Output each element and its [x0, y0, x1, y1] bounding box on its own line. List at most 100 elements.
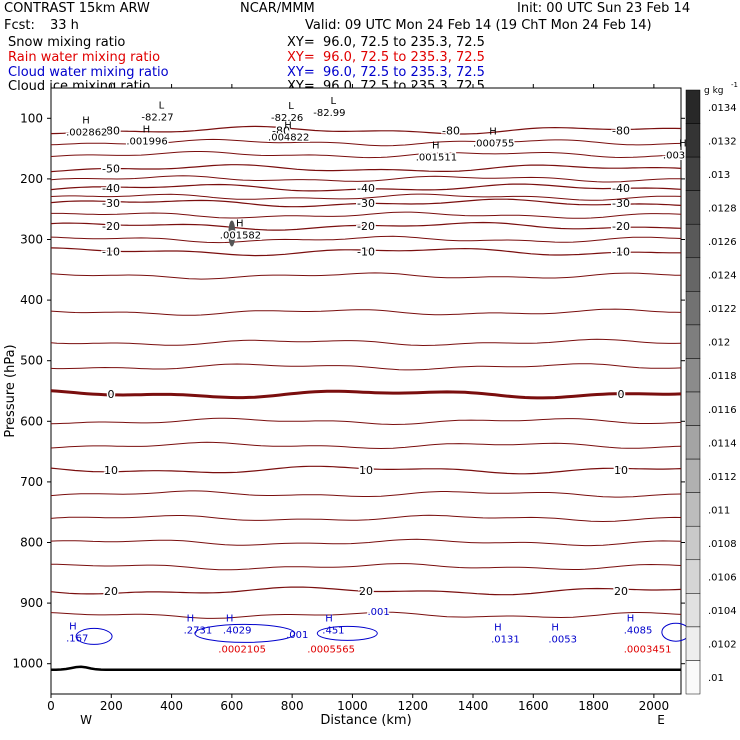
- colorbar-unit: g kg: [704, 86, 724, 96]
- y-tick-label: 500: [20, 354, 43, 368]
- isotherm-line-minor: [50, 417, 682, 426]
- colorbar-swatch: [685, 324, 701, 359]
- isotherm-line-minor: [50, 611, 682, 619]
- colorbar-tick-label: .0112: [708, 472, 737, 483]
- colorbar-tick-label: .0122: [708, 304, 737, 315]
- field-snow-xy: XY= 96.0, 72.5 to 235.3, 72.5: [287, 35, 485, 50]
- field-rain-name: Rain water mixing ratio: [8, 50, 161, 65]
- colorbar-swatch: [685, 291, 701, 326]
- colorbar-tick-label: .01: [708, 673, 724, 684]
- isotherm-label: -80: [272, 124, 290, 137]
- cloud-water-mark: H: [627, 613, 635, 624]
- cloud-water-label: .4085: [624, 625, 653, 636]
- cloud-water-mark: H: [69, 621, 77, 632]
- colorbar-tick-label: .0126: [708, 237, 737, 248]
- x-tick-label: 1400: [458, 699, 489, 713]
- colorbar-swatch: [685, 593, 701, 628]
- isotherm-line: [50, 198, 682, 208]
- extremum-value: -82.27: [141, 112, 173, 123]
- isotherm-line-minor: [50, 338, 682, 347]
- y-tick-label: 300: [20, 233, 43, 247]
- colorbar-tick-label: .0132: [708, 136, 737, 147]
- colorbar-swatch: [685, 626, 701, 661]
- isotherm-line-minor: [51, 211, 682, 219]
- colorbar-swatch: [685, 156, 701, 191]
- isotherm-label: 10: [104, 464, 118, 477]
- colorbar-tick-label: .0118: [708, 371, 737, 382]
- colorbar-tick-label: .0128: [708, 203, 737, 214]
- x-tick-label: 800: [281, 699, 304, 713]
- extremum-value: -82.99: [313, 108, 345, 119]
- colorbar-swatch: [685, 358, 701, 393]
- extremum-value: .004822: [268, 132, 309, 143]
- colorbar-swatch: [685, 89, 701, 124]
- y-tick-label: 700: [20, 475, 43, 489]
- colorbar-tick-label: .0114: [708, 438, 737, 449]
- extremum-mark: H: [284, 120, 292, 131]
- field-cloudwater-xy: XY= 96.0, 72.5 to 235.3, 72.5: [287, 65, 485, 80]
- isotherm-line-minor: [50, 514, 682, 523]
- x-tick-label: 1000: [337, 699, 368, 713]
- colorbar-swatch: [685, 190, 701, 225]
- isotherm-label: 20: [359, 585, 373, 598]
- isotherm-label: -50: [102, 163, 120, 176]
- x-tick-label: 400: [160, 699, 183, 713]
- isotherm-line-minor: [50, 151, 682, 159]
- extremum-value: .001996: [126, 137, 167, 148]
- isotherm-line: [50, 247, 681, 257]
- cloud-water-label: .0053: [548, 634, 577, 645]
- colorbar-swatch: [685, 257, 701, 292]
- colorbar-tick-label: .0124: [708, 271, 737, 282]
- colorbar-swatch: [685, 123, 701, 158]
- colorbar-swatch: [685, 425, 701, 460]
- y-tick-label: 600: [20, 414, 43, 428]
- colorbar-swatch: [685, 559, 701, 594]
- colorbar-swatch: [685, 660, 701, 695]
- y-tick-label: 100: [20, 111, 43, 125]
- colorbar-swatch: [685, 223, 701, 259]
- isotherm-line: [50, 221, 682, 231]
- x-tick-label: 0: [47, 699, 55, 713]
- isotherm-line: [50, 465, 682, 475]
- extremum-value: .001582: [220, 231, 261, 242]
- isotherm-label: -20: [612, 220, 630, 233]
- colorbar-swatch: [685, 525, 701, 561]
- colorbar-tick-label: .0116: [708, 405, 737, 416]
- isotherm-label: -80: [102, 124, 120, 137]
- colorbar-tick-label: .0104: [708, 606, 737, 617]
- isotherm-line-minor: [50, 538, 682, 547]
- y-axis-label: Pressure (hPa): [3, 344, 18, 437]
- isotherm-line-minor: [50, 175, 681, 183]
- x-tick-label: 1200: [397, 699, 428, 713]
- isotherm-line: [50, 586, 682, 596]
- y-tick-label: 800: [20, 536, 43, 550]
- extremum-mark: H: [679, 139, 687, 150]
- field-cloudwater-name: Cloud water mixing ratio: [8, 65, 169, 80]
- cloud-water-contour: [316, 625, 378, 641]
- rain-water-label: .0003451: [624, 644, 672, 655]
- cloud-water-mark: H: [187, 613, 195, 624]
- valid-label: Valid: 09 UTC Mon 24 Feb 14 (19 ChT Mon …: [305, 18, 652, 33]
- cloud-water-mark: H: [325, 613, 333, 624]
- chart-title: CONTRAST 15km ARW: [4, 1, 150, 16]
- cloud-water-label: .001: [286, 630, 308, 641]
- isotherm-label: -20: [102, 220, 120, 233]
- extremum-mark: H: [143, 125, 151, 136]
- isotherm-label: 20: [104, 585, 118, 598]
- y-tick-label: 400: [20, 293, 43, 307]
- isotherm-line-minor: [50, 272, 682, 280]
- colorbar-swatch: [685, 391, 701, 426]
- cloud-water-mark: H: [226, 613, 234, 624]
- colorbar-swatch: [685, 492, 701, 527]
- isotherm-label: -40: [612, 182, 630, 195]
- field-rain-xy: XY= 96.0, 72.5 to 235.3, 72.5: [287, 50, 485, 65]
- x-end-label-west: W: [80, 713, 92, 727]
- isotherm-label: 0: [108, 388, 115, 401]
- field-snow-name: Snow mixing ratio: [8, 35, 126, 50]
- fcst-label: Fcst:: [4, 18, 35, 33]
- cloud-water-label: .4029: [223, 625, 252, 636]
- cloud-water-contour: [194, 623, 296, 643]
- isotherm-label: 10: [359, 464, 373, 477]
- terrain-surface-line: [50, 665, 681, 672]
